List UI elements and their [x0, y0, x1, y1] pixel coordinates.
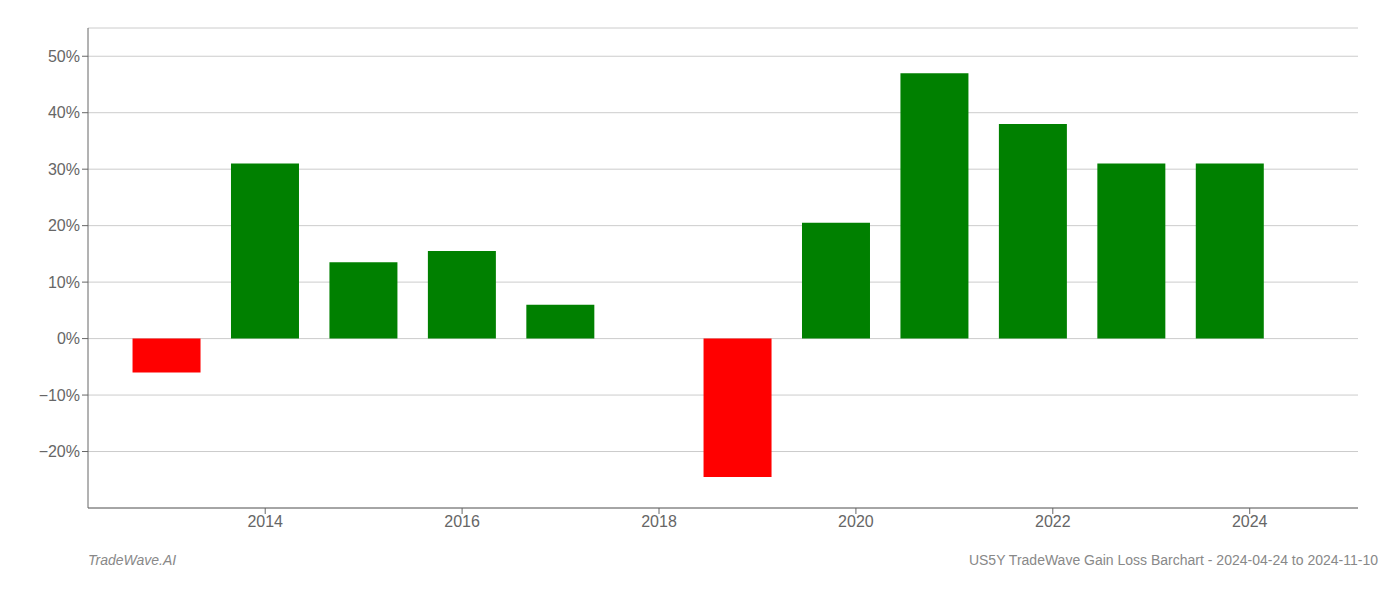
svg-text:20%: 20% — [48, 217, 80, 234]
html-text:TradeWave.AI: TradeWave.AI — [88, 552, 177, 568]
svg-text:2018: 2018 — [641, 513, 677, 530]
svg-text:40%: 40% — [48, 104, 80, 121]
svg-text:−10%: −10% — [39, 387, 80, 404]
svg-text:−20%: −20% — [39, 443, 80, 460]
svg-text:0%: 0% — [57, 330, 80, 347]
svg-text:2022: 2022 — [1035, 513, 1071, 530]
svg-text:2016: 2016 — [444, 513, 480, 530]
svg-text:30%: 30% — [48, 161, 80, 178]
svg-text:10%: 10% — [48, 274, 80, 291]
html-text:US5Y TradeWave Gain Loss Barch: US5Y TradeWave Gain Loss Barchart - 2024… — [968, 552, 1378, 568]
svg-text:2024: 2024 — [1232, 513, 1268, 530]
svg-text:50%: 50% — [48, 48, 80, 65]
svg-text:2014: 2014 — [247, 513, 283, 530]
svg-text:2020: 2020 — [838, 513, 874, 530]
